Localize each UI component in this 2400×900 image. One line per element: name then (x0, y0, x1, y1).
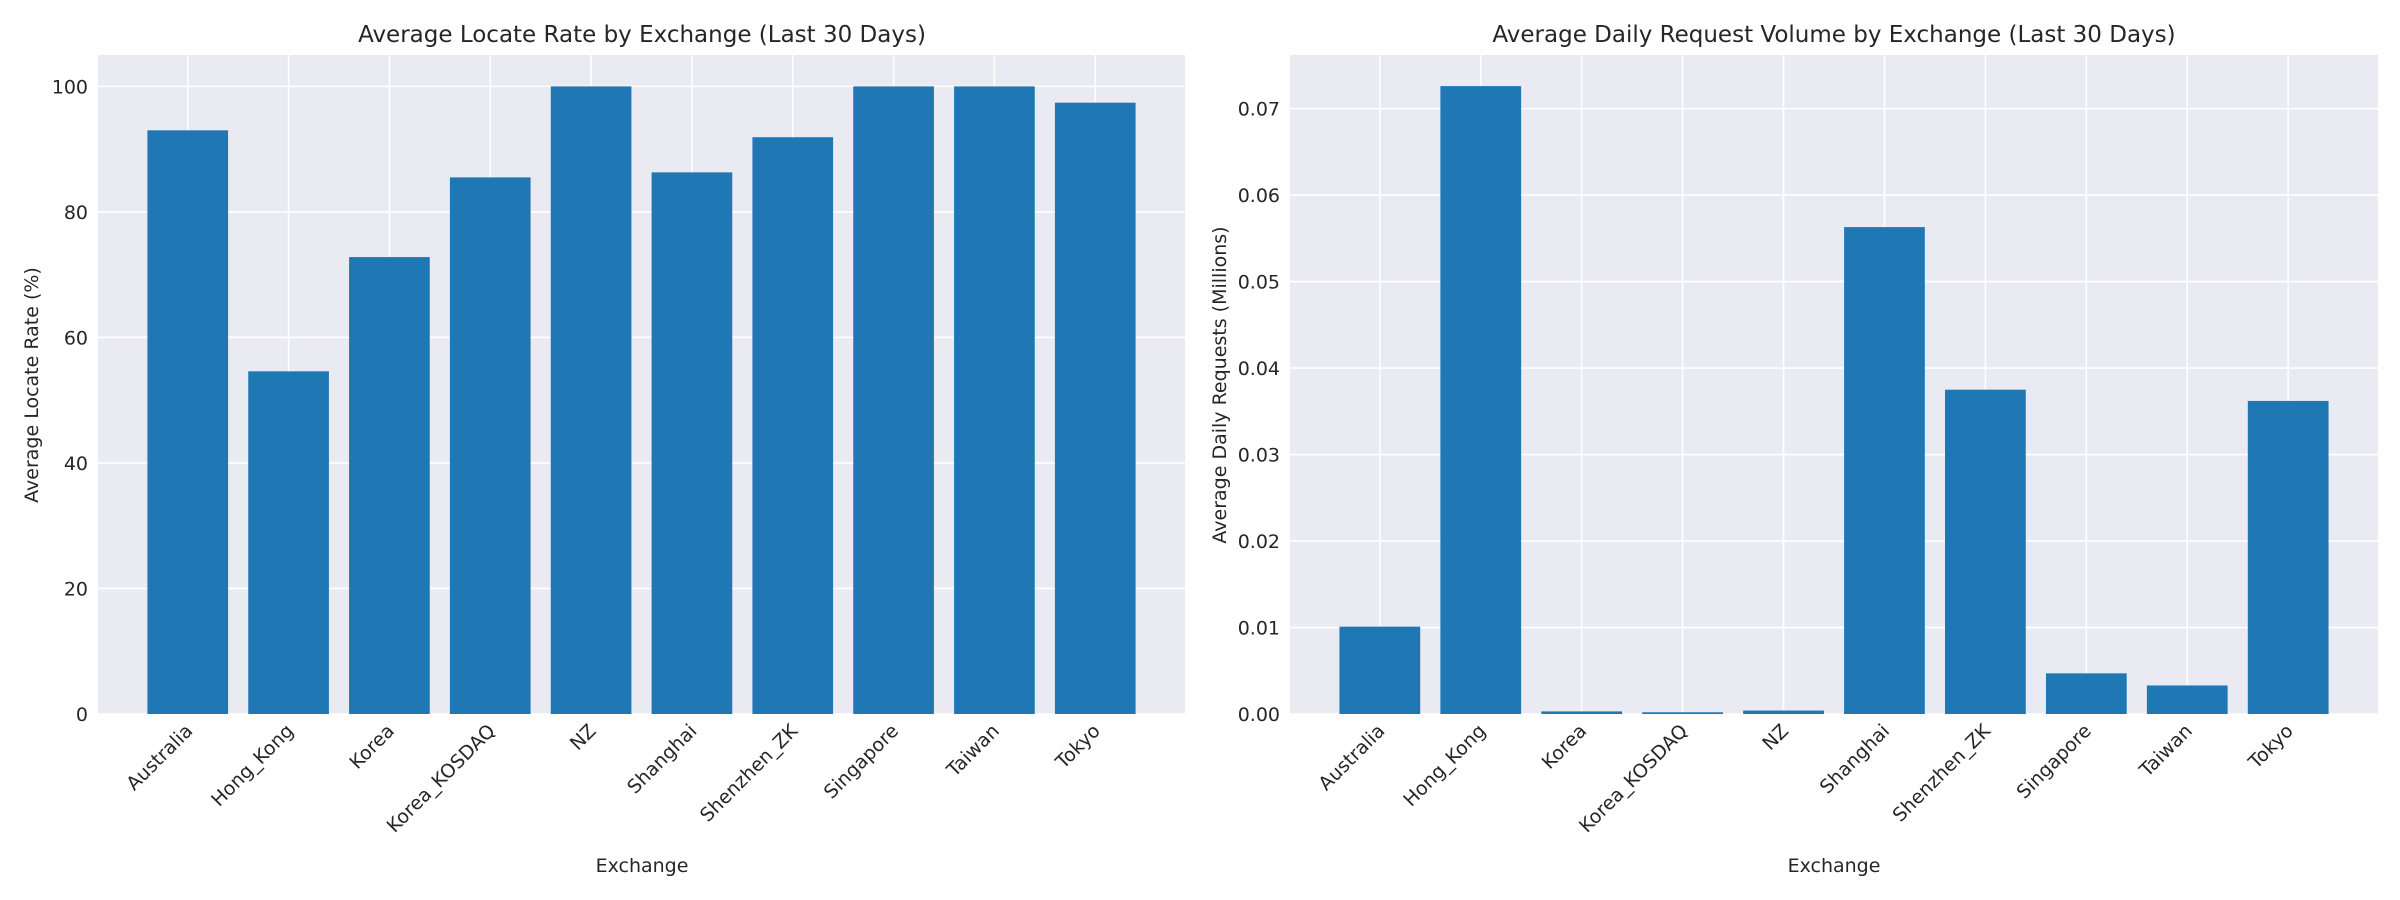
x-tick-label: Shanghai (623, 720, 701, 798)
x-tick-label: Taiwan (942, 720, 1004, 782)
x-tick-label: Tokyo (1051, 720, 1105, 774)
x-tick-label: Korea_KOSDAQ (383, 720, 500, 837)
bar-nz (1743, 710, 1824, 714)
x-tick-label: NZ (566, 720, 601, 755)
y-tick-label: 0.00 (1238, 704, 1280, 726)
bar-korea-kosdaq (1642, 712, 1723, 714)
y-tick-label: 0.03 (1238, 445, 1280, 467)
x-tick-label: Shenzhen_ZK (696, 720, 803, 827)
locate-rate-chart: Average Locate Rate by Exchange (Last 30… (21, 22, 1185, 877)
y-tick-label: 40 (64, 453, 88, 475)
bar-australia (1339, 626, 1421, 714)
y-tick-label: 0.04 (1238, 358, 1280, 380)
x-tick-label: Hong_Kong (207, 720, 298, 811)
x-tick-label: Australia (122, 720, 197, 795)
y-tick-label: 0.01 (1238, 618, 1280, 640)
request-volume-chart: Average Daily Request Volume by Exchange… (1209, 22, 2378, 877)
bar-tokyo (2247, 400, 2329, 714)
bar-australia (147, 130, 229, 715)
y-tick-label: 0 (76, 704, 88, 726)
bar-korea (1541, 711, 1623, 714)
x-tick-label: Hong_Kong (1399, 720, 1490, 811)
y-tick-label: 20 (64, 578, 88, 600)
bar-singapore (853, 86, 934, 714)
y-tick-label: 0.02 (1238, 531, 1280, 553)
x-tick-label: NZ (1758, 720, 1793, 755)
bar-hong-kong (248, 371, 329, 714)
bar-taiwan (2146, 685, 2228, 714)
x-tick-label: Shanghai (1816, 720, 1894, 798)
bar-singapore (2045, 673, 2127, 714)
x-axis-label: Exchange (596, 855, 689, 877)
x-tick-label: Australia (1314, 720, 1389, 795)
y-tick-label: 60 (64, 327, 88, 349)
x-tick-label: Shenzhen_ZK (1888, 720, 1995, 827)
x-tick-label: Korea (1538, 720, 1592, 774)
x-tick-label: Tokyo (2244, 720, 2298, 774)
x-tick-label: Singapore (2013, 720, 2096, 803)
bar-korea (349, 257, 430, 714)
x-tick-label: Taiwan (2135, 720, 2197, 782)
y-tick-label: 0.07 (1238, 99, 1280, 121)
x-axis-label: Exchange (1788, 855, 1881, 877)
bar-tokyo (1054, 102, 1136, 715)
y-tick-label: 0.06 (1238, 185, 1280, 207)
y-tick-label: 80 (64, 202, 88, 224)
x-tick-label: Korea_KOSDAQ (1575, 720, 1692, 837)
bar-nz (550, 86, 632, 714)
chart-title: Average Daily Request Volume by Exchange… (1492, 22, 2175, 48)
y-tick-label: 100 (52, 76, 88, 98)
bar-shanghai (651, 172, 733, 715)
x-tick-label: Singapore (820, 720, 903, 803)
bar-shanghai (1844, 227, 1925, 714)
y-axis-label: Average Locate Rate (%) (21, 267, 43, 503)
x-tick-label: Korea (345, 720, 399, 774)
bar-shenzhen-zk (752, 137, 834, 715)
bar-hong-kong (1440, 86, 1522, 715)
bar-shenzhen-zk (1945, 389, 2026, 714)
y-axis-label: Average Daily Requests (Millions) (1209, 226, 1231, 543)
bar-korea-kosdaq (449, 177, 531, 714)
y-tick-label: 0.05 (1238, 272, 1280, 294)
chart-title: Average Locate Rate by Exchange (Last 30… (358, 22, 926, 48)
bar-taiwan (954, 86, 1035, 714)
